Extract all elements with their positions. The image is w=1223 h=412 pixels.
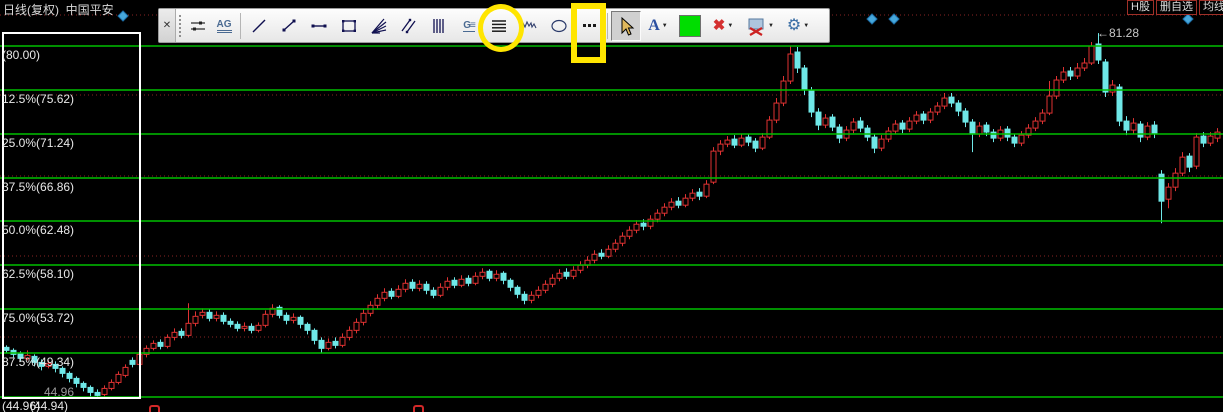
wave-line-icon xyxy=(520,20,537,29)
level-label-overlap: (44.96) xyxy=(2,399,41,412)
parallel-lines-icon xyxy=(401,18,416,33)
toolbar-separator xyxy=(607,12,608,39)
level-label-1: 12.5%(75.62) xyxy=(2,92,75,106)
adjust-tool-button[interactable] xyxy=(185,12,211,40)
high-price-annotation: ←81.28 xyxy=(1097,26,1140,40)
toolbar-separator xyxy=(240,12,241,39)
ellipse-icon xyxy=(551,19,567,32)
golden-section-tool-button[interactable]: G≡ xyxy=(454,12,484,40)
chevron-down-icon: ▼ xyxy=(661,22,668,29)
level-label-2: 25.0%(71.24) xyxy=(2,136,75,150)
more-tools-button[interactable] xyxy=(574,12,604,40)
remove-watchlist-button[interactable]: 删自选 xyxy=(1155,0,1197,15)
quick-buttons: H股 删自选 均线 xyxy=(1127,0,1223,15)
vertical-lines-tool-button[interactable] xyxy=(424,12,454,40)
delete-icon: ✖ xyxy=(712,17,726,34)
chevron-down-icon: ▼ xyxy=(803,22,810,29)
percent-lines-tool-button[interactable] xyxy=(484,12,514,40)
text-tool-icon: A xyxy=(648,16,660,34)
cutoff-text-fragment xyxy=(149,405,160,412)
level-label-7: 87.5%(49.34) xyxy=(2,355,75,369)
delete-all-icon xyxy=(748,18,764,36)
percent-lines-icon xyxy=(492,19,506,32)
drawing-toolbar: ✕ AG xyxy=(158,8,830,43)
vertical-lines-icon xyxy=(433,18,444,33)
gann-fan-icon xyxy=(371,18,387,34)
trend-line-tool-button[interactable] xyxy=(244,12,274,40)
cursor-icon xyxy=(621,16,635,36)
color-swatch-button[interactable] xyxy=(675,12,705,40)
level-label-3: 37.5%(66.86) xyxy=(2,180,75,194)
h-share-button[interactable]: H股 xyxy=(1127,0,1154,15)
horizontal-segment-tool-button[interactable] xyxy=(304,12,334,40)
parallel-lines-tool-button[interactable] xyxy=(394,12,424,40)
color-swatch-icon xyxy=(679,14,701,37)
level-label-4: 50.0%(62.48) xyxy=(2,223,75,237)
level-label-6: 75.0%(53.72) xyxy=(2,311,75,325)
chevron-down-icon: ▼ xyxy=(768,22,774,29)
cutoff-text-fragment xyxy=(413,405,424,412)
toolbar-drag-handle[interactable] xyxy=(179,14,181,37)
adjust-icon xyxy=(191,21,205,30)
trend-line-icon xyxy=(252,19,266,32)
gann-fan-tool-button[interactable] xyxy=(364,12,394,40)
low-price-marker: 44.96 xyxy=(44,385,75,399)
ma-line-button[interactable]: 均线 xyxy=(1198,0,1223,15)
golden-section-icon: G≡ xyxy=(463,19,476,32)
settings-button[interactable]: ⚙ ▼ xyxy=(779,12,817,40)
level-label-5: 62.5%(58.10) xyxy=(2,267,75,281)
ag-callout-tool-button[interactable]: AG xyxy=(211,12,237,40)
more-icon xyxy=(582,24,596,27)
toolbar-close-button[interactable]: ✕ xyxy=(159,9,176,42)
gear-icon: ⚙ xyxy=(786,16,802,34)
horizontal-segment-icon xyxy=(311,24,327,27)
delete-drawing-button[interactable]: ✖ ▼ xyxy=(705,12,741,40)
ag-icon: AG xyxy=(216,19,232,33)
rectangle-tool-button[interactable] xyxy=(334,12,364,40)
cursor-tool-button[interactable] xyxy=(611,10,641,41)
wave-line-tool-button[interactable] xyxy=(514,12,544,40)
line-segment-tool-button[interactable] xyxy=(274,12,304,40)
chevron-down-icon: ▼ xyxy=(727,22,734,29)
line-segment-icon xyxy=(282,19,296,31)
delete-all-drawings-button[interactable]: ▼ xyxy=(741,12,779,40)
window-title: 日线(复权) 中国平安 xyxy=(3,3,114,17)
ellipse-tool-button[interactable] xyxy=(544,12,574,40)
level-label-8: (44.94) xyxy=(30,399,69,412)
level-label-0: (80.00) xyxy=(2,48,41,62)
text-tool-button[interactable]: A ▼ xyxy=(641,12,675,40)
rectangle-icon xyxy=(342,19,356,32)
